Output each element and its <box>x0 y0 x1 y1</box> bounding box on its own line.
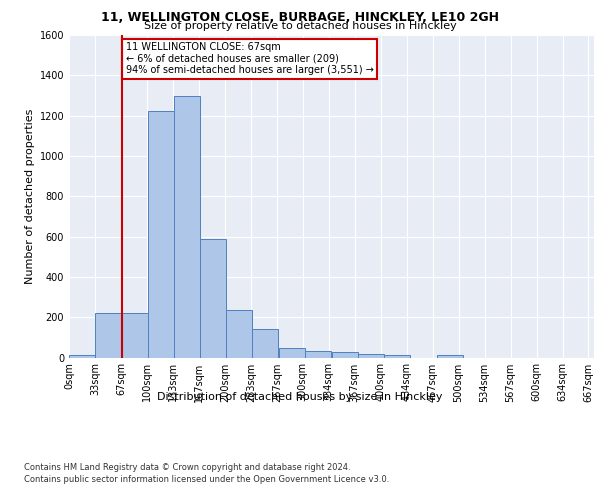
Bar <box>437 355 463 358</box>
Y-axis label: Number of detached properties: Number of detached properties <box>25 108 35 284</box>
Bar <box>95 313 121 358</box>
Text: Contains public sector information licensed under the Open Government Licence v3: Contains public sector information licen… <box>24 475 389 484</box>
Bar <box>69 356 95 358</box>
Bar <box>122 313 148 358</box>
Bar <box>279 348 305 358</box>
Bar <box>226 310 253 358</box>
Bar <box>253 330 278 357</box>
Bar <box>305 351 331 358</box>
Bar <box>173 96 200 358</box>
Text: 11, WELLINGTON CLOSE, BURBAGE, HINCKLEY, LE10 2GH: 11, WELLINGTON CLOSE, BURBAGE, HINCKLEY,… <box>101 11 499 24</box>
Bar <box>358 354 384 358</box>
Bar <box>332 352 358 358</box>
Text: Size of property relative to detached houses in Hinckley: Size of property relative to detached ho… <box>143 21 457 31</box>
Text: Contains HM Land Registry data © Crown copyright and database right 2024.: Contains HM Land Registry data © Crown c… <box>24 462 350 471</box>
Bar <box>200 238 226 358</box>
Bar <box>384 356 410 358</box>
Text: 11 WELLINGTON CLOSE: 67sqm
← 6% of detached houses are smaller (209)
94% of semi: 11 WELLINGTON CLOSE: 67sqm ← 6% of detac… <box>125 42 374 76</box>
Text: Distribution of detached houses by size in Hinckley: Distribution of detached houses by size … <box>157 392 443 402</box>
Bar <box>148 110 173 358</box>
